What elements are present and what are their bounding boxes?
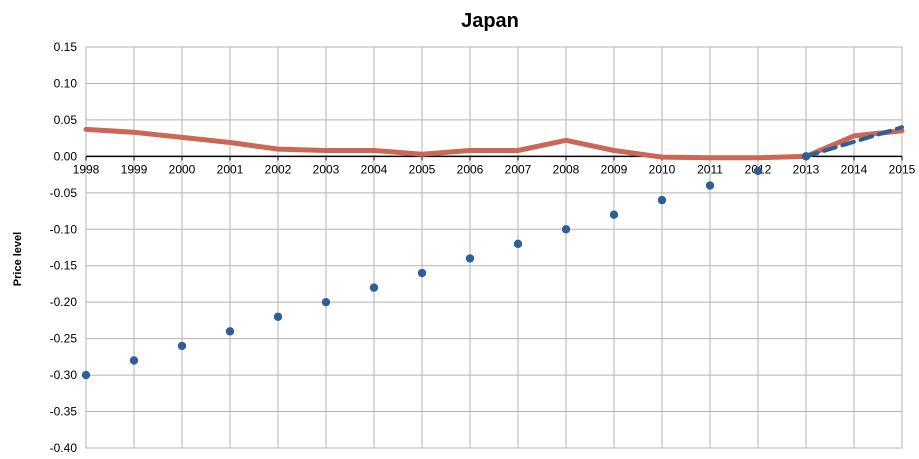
- x-tick-label: 2005: [409, 162, 436, 176]
- x-tick-label: 2001: [217, 162, 244, 176]
- x-tick-label: 2003: [313, 162, 340, 176]
- data-point: [609, 210, 619, 219]
- x-tick-label: 2010: [649, 162, 676, 176]
- y-tick-label: 0.05: [54, 113, 78, 127]
- y-tick-label: -0.40: [50, 441, 78, 455]
- x-axis-ticks: 1998 1999 2000 2001 2002 2003 2004 2005 2006 2007…: [73, 162, 916, 176]
- x-tick-label: 2011: [697, 162, 723, 176]
- y-tick-label: 0.00: [54, 149, 78, 163]
- series: [81, 125, 905, 380]
- x-tick-label: 1999: [121, 162, 148, 176]
- data-point: [369, 283, 379, 292]
- y-tick-label: -0.15: [50, 259, 78, 273]
- data-point: [561, 225, 571, 234]
- data-point: [177, 341, 187, 351]
- x-tick-label: 2000: [169, 162, 196, 176]
- x-tick-label: 2014: [841, 162, 868, 176]
- y-tick-label: -0.10: [50, 222, 78, 236]
- plot-frame: [85, 46, 903, 449]
- y-tick-label: 0.10: [54, 76, 78, 90]
- data-point: [273, 312, 283, 321]
- x-tick-label: 2006: [457, 162, 484, 176]
- x-tick-label: 2009: [601, 162, 628, 176]
- y-axis-ticks: 0.15 0.10 0.05 0.00 -0.05 -0.10 -0.15 -0.20 -0.2…: [50, 40, 78, 455]
- y-tick-label: -0.35: [50, 405, 78, 419]
- data-point: [657, 195, 667, 205]
- gridlines: [85, 46, 903, 449]
- chart-title: Japan: [461, 10, 519, 32]
- y-tick-label: -0.25: [50, 332, 78, 346]
- x-tick-label: 1998: [73, 162, 100, 176]
- data-point: [129, 356, 139, 365]
- data-point: [81, 370, 91, 380]
- x-tick-label: 2007: [505, 162, 532, 176]
- x-tick-label: 2013: [793, 162, 820, 176]
- data-point: [465, 254, 475, 263]
- data-point: [225, 327, 235, 336]
- y-tick-label: 0.15: [54, 40, 78, 54]
- data-point: [705, 181, 715, 190]
- y-tick-label: -0.05: [50, 186, 78, 200]
- x-tick-label: 2002: [265, 162, 292, 176]
- series-line-solid: [83, 126, 905, 161]
- y-tick-label: -0.20: [50, 295, 78, 309]
- y-axis-label: Price level: [12, 232, 24, 286]
- x-tick-label: 2004: [361, 162, 388, 176]
- x-tick-label: 2015: [889, 162, 916, 176]
- data-point: [321, 297, 331, 307]
- series-line-dashed: [804, 125, 904, 159]
- y-tick-label: -0.30: [50, 368, 78, 382]
- data-point: [513, 239, 523, 249]
- x-tick-label: 2008: [553, 162, 580, 176]
- data-point: [417, 268, 427, 278]
- data-point: [753, 166, 763, 176]
